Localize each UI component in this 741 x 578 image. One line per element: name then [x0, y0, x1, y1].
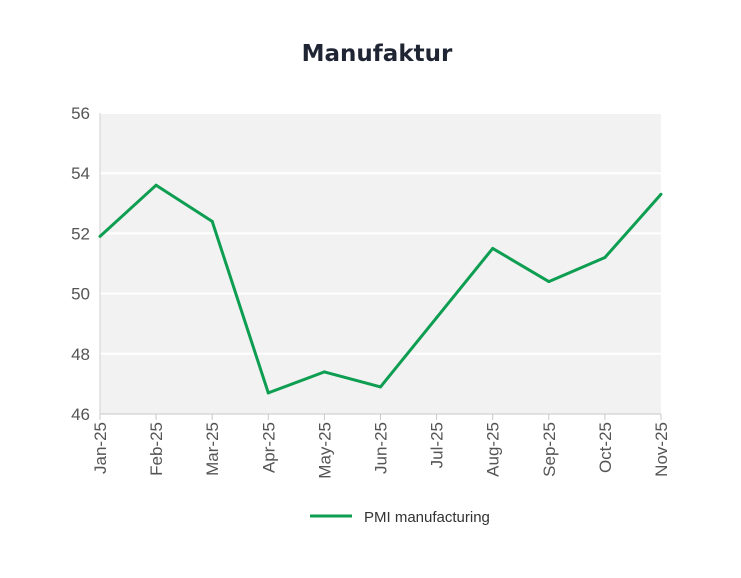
- axes: [99, 113, 662, 420]
- data-point: [98, 234, 102, 238]
- data-point: [379, 385, 382, 389]
- y-tick-label: 56: [71, 104, 90, 123]
- x-tick-label: Nov-25: [652, 422, 671, 477]
- series-layer: [98, 183, 663, 395]
- y-tick-label: 52: [71, 224, 90, 243]
- data-point: [547, 280, 551, 284]
- x-tick-label: Jan-25: [91, 422, 110, 474]
- data-point: [435, 316, 439, 320]
- x-tick-label: Jul-25: [428, 422, 447, 468]
- x-tick-label: Feb-25: [147, 422, 166, 476]
- x-tick-label: Jun-25: [372, 422, 391, 474]
- data-point: [266, 391, 270, 395]
- gridlines: [100, 112, 661, 355]
- data-point: [603, 255, 607, 259]
- plot-background: [100, 113, 661, 414]
- legend: PMI manufacturing: [310, 509, 490, 526]
- data-point: [491, 246, 495, 250]
- x-tick-label: Sep-25: [540, 422, 559, 477]
- y-tick-label: 54: [71, 164, 90, 183]
- y-axis-tick-labels: 46 48 50 52 54 56: [71, 104, 90, 424]
- y-tick-label: 50: [71, 285, 90, 304]
- data-point: [659, 192, 663, 196]
- x-tick-label: Oct-25: [596, 422, 615, 473]
- data-point: [154, 183, 158, 187]
- x-tick-label: Aug-25: [484, 422, 503, 477]
- chart-title: Manufaktur: [302, 41, 453, 67]
- y-tick-label: 48: [71, 345, 90, 364]
- x-tick-label: Mar-25: [203, 422, 222, 476]
- data-point: [210, 219, 214, 223]
- x-tick-label: Apr-25: [259, 422, 278, 473]
- x-axis-tick-labels: Jan-25 Feb-25 Mar-25 Apr-25 May-25 Jun-25 Jul-…: [91, 422, 671, 479]
- x-tick-label: May-25: [315, 422, 334, 479]
- data-point: [322, 370, 326, 374]
- y-tick-label: 46: [71, 405, 90, 424]
- legend-label: PMI manufacturing: [364, 509, 490, 526]
